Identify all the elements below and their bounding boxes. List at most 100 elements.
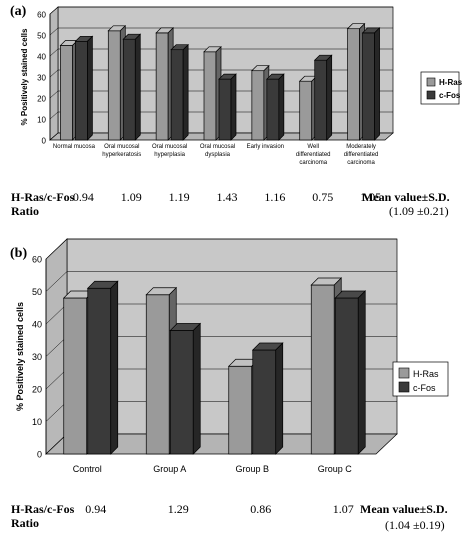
- a-gridline: [49, 6, 393, 15]
- a-ytick-label: 30: [37, 74, 46, 83]
- b-bar-front: [145, 294, 170, 455]
- a-gridline: [49, 48, 393, 57]
- b-bar-c-fos-2: [251, 342, 284, 455]
- a-category-label: differentiated: [344, 152, 379, 158]
- a-ytick-label: 10: [37, 116, 46, 125]
- a-bar-c-fos-0: [74, 35, 94, 141]
- mean-label-a: Mean value±S.D.: [362, 190, 450, 204]
- a-bar-side: [182, 43, 189, 141]
- b-bar-c-fos-1: [169, 322, 202, 455]
- a-bar-h-ras-3: [203, 45, 222, 141]
- a-bar-side: [87, 35, 93, 141]
- a-bar-front: [362, 32, 375, 141]
- b-gridline: [45, 271, 397, 292]
- a-category-label: dysplasia: [205, 152, 231, 158]
- a-bar-front: [60, 45, 73, 141]
- b-bar-side: [110, 280, 119, 455]
- a-bar-front: [170, 49, 184, 141]
- b-gridline: [45, 238, 397, 260]
- ratio-label-a-line1: H-Ras/c-Fos: [11, 190, 75, 204]
- a-bar-front: [155, 32, 169, 141]
- b-category-label: Control: [73, 464, 102, 474]
- a-bar-h-ras-2: [155, 27, 174, 141]
- a-bar-side: [326, 54, 333, 141]
- a-bar-c-fos-1: [122, 33, 142, 141]
- ratio-label-b: H-Ras/c-Fos Ratio: [11, 502, 74, 530]
- chart-a: 0 10 20 30 40 50 60 % Positively stained cells N…: [20, 6, 463, 166]
- a-bar-front: [107, 30, 121, 141]
- a-gridline: [49, 27, 393, 36]
- panel-a-letter: (a): [10, 4, 27, 19]
- a-category-label: differentiated: [296, 152, 331, 158]
- a-ratio-value: 1.16: [264, 190, 286, 204]
- a-ytick-label: 40: [37, 53, 46, 62]
- a-legend-swatch: [426, 90, 436, 100]
- b-ytick-label: 0: [37, 450, 42, 460]
- panel-b-letter: (b): [10, 246, 28, 261]
- b-bar-front: [310, 284, 335, 455]
- b-legend-swatch: [398, 381, 410, 393]
- b-category-label: Group B: [235, 464, 269, 474]
- a-bar-front: [299, 80, 313, 141]
- a-category-label: carcinoma: [347, 160, 375, 166]
- b-y-axis-label: % Positively stained cells: [15, 302, 25, 411]
- a-bar-side: [374, 27, 380, 141]
- a-bar-side: [230, 73, 237, 141]
- b-ratio-value: 0.94: [85, 502, 107, 516]
- b-ratio-value: 1.07: [332, 502, 354, 516]
- a-legend-swatch: [426, 77, 436, 87]
- a-bar-h-ras-1: [107, 24, 127, 141]
- ratio-label-b-line1: H-Ras/c-Fos: [11, 502, 75, 516]
- a-category-label: Well: [307, 144, 319, 150]
- b-ytick-label: 20: [32, 385, 42, 395]
- chart-b: 0 10 20 30 40 50 60 % Positively stained cells C…: [15, 238, 449, 474]
- a-ratio-value: 1.43: [216, 190, 238, 204]
- panel-a: (a) 0 10 20 30 40 50 60 % Positively stained ce…: [0, 0, 474, 240]
- b-legend: H-Ras c-Fos: [392, 361, 449, 397]
- a-bar-c-fos-2: [170, 43, 189, 141]
- a-bar-front: [218, 78, 232, 141]
- b-category-label: Group C: [318, 464, 353, 474]
- a-bar-side: [278, 73, 285, 141]
- a-gridline: [49, 69, 393, 78]
- a-category-label: hyperkeratosis: [102, 152, 141, 158]
- a-y-axis-label: % Positively stained cells: [20, 28, 29, 125]
- mean-value-a: (1.09 ±0.21): [389, 204, 449, 218]
- a-ytick-label: 0: [42, 137, 47, 146]
- b-bar-front: [334, 297, 359, 455]
- b-bar-front: [169, 330, 194, 455]
- a-bar-c-fos-6: [361, 27, 381, 141]
- a-category-label: Early invasion: [247, 144, 284, 150]
- a-category-label: Oral mucosal: [104, 144, 139, 150]
- a-bar-side: [134, 33, 141, 141]
- b-ytick-label: 50: [32, 287, 42, 297]
- a-bar-h-ras-0: [59, 39, 79, 141]
- b-ratio-value: 0.86: [250, 502, 272, 516]
- b-ytick-label: 30: [32, 352, 42, 362]
- b-bar-side: [357, 290, 366, 455]
- a-ytick-label: 60: [37, 11, 46, 20]
- a-ratio-value: 1.19: [168, 190, 190, 204]
- b-legend-swatch: [398, 367, 410, 379]
- b-bar-front: [63, 297, 88, 455]
- a-ratio-value: 1.09: [120, 190, 142, 204]
- b-bar-front: [252, 349, 277, 455]
- b-legend-box: [392, 361, 449, 397]
- b-ratio-value: 1.29: [167, 502, 189, 516]
- ratio-label-a-line2: Ratio: [11, 204, 39, 218]
- a-ytick-label: 50: [37, 32, 46, 41]
- b-bar-c-fos-3: [334, 290, 367, 455]
- b-bar-c-fos-0: [86, 280, 119, 455]
- a-bar-front: [347, 28, 360, 141]
- a-ratio-value: 0.75: [312, 190, 334, 204]
- b-legend-label: c-Fos: [413, 383, 436, 393]
- b-bar-front: [228, 365, 253, 455]
- a-ratio-value: 0.94: [72, 190, 94, 204]
- a-bar-front: [122, 38, 136, 141]
- a-bar-h-ras-4: [251, 64, 270, 141]
- a-legend: H-Ras c-Fos: [420, 71, 463, 105]
- a-ytick-label: 20: [37, 95, 46, 104]
- a-legend-label: c-Fos: [439, 91, 461, 100]
- a-category-label: Moderately: [346, 144, 376, 150]
- mean-value-b: (1.04 ±0.19): [385, 518, 445, 532]
